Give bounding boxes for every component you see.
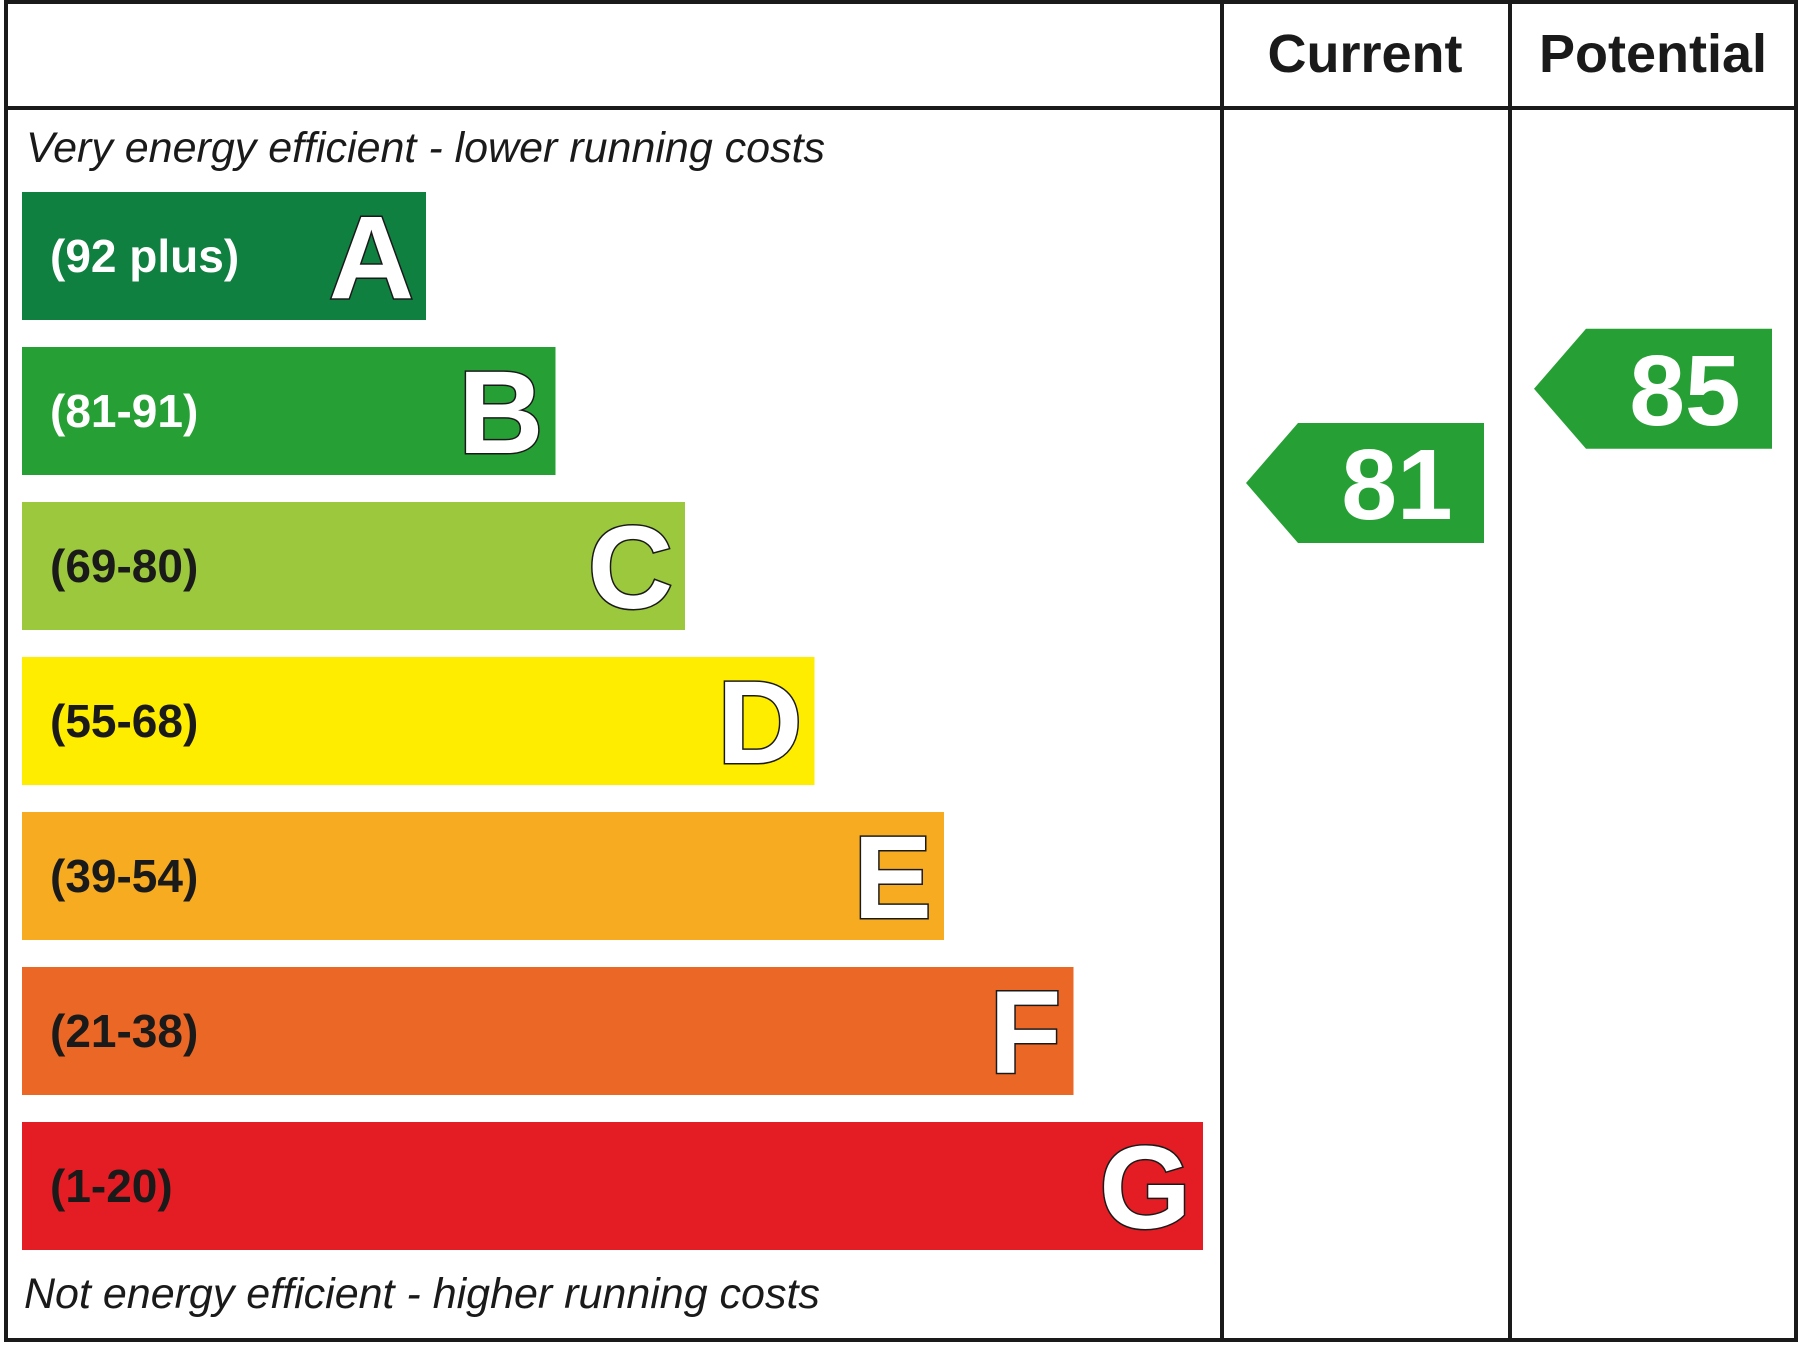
current-rating-marker-arrow [1246, 423, 1484, 543]
band-c-bar [22, 502, 685, 630]
band-g-bar [22, 1122, 1203, 1250]
band-e-letter: E [853, 812, 932, 944]
band-b-letter: B [458, 347, 543, 479]
potential-rating-marker-arrow [1534, 328, 1772, 449]
potential-column-header: Potential [1539, 24, 1767, 84]
band-g: (1-20) G [22, 1121, 1203, 1256]
outer-border [4, 0, 1798, 1342]
band-d-range: (55-68) [50, 695, 198, 747]
band-c: (69-80) C [22, 501, 685, 636]
band-e: (39-54) E [22, 811, 944, 946]
top-caption: Very energy efficient - lower running co… [26, 124, 825, 172]
band-d-bar [22, 657, 815, 785]
band-g-letter: G [1099, 1122, 1191, 1254]
band-a: (92 plus) A [22, 191, 426, 326]
band-a-letter: A [329, 192, 414, 324]
rating-markers: 81 85 [1246, 328, 1772, 543]
current-rating-marker-value: 81 [1341, 429, 1452, 541]
current-column-header: Current [1267, 24, 1462, 84]
potential-rating-marker-value: 85 [1629, 335, 1740, 447]
band-c-range: (69-80) [50, 540, 198, 592]
band-a-range: (92 plus) [50, 230, 239, 282]
bottom-caption: Not energy efficient - higher running co… [24, 1270, 820, 1318]
rating-bands: (92 plus) A (81-91) B (69-80) C (55-68) D (39-54… [22, 191, 1203, 1256]
band-b-bar [22, 347, 556, 475]
chart-frame [4, 0, 1798, 1342]
band-a-bar [22, 192, 426, 320]
band-f-range: (21-38) [50, 1005, 198, 1057]
band-d-letter: D [717, 657, 802, 789]
band-f-letter: F [989, 967, 1061, 1099]
band-d: (55-68) D [22, 656, 815, 791]
potential-rating-marker: 85 [1534, 328, 1772, 449]
band-e-range: (39-54) [50, 850, 198, 902]
band-b-range: (81-91) [50, 385, 198, 437]
current-rating-marker: 81 [1246, 423, 1484, 543]
band-f: (21-38) F [22, 966, 1074, 1101]
band-f-bar [22, 967, 1074, 1095]
band-b: (81-91) B [22, 346, 556, 481]
band-g-range: (1-20) [50, 1160, 173, 1212]
band-c-letter: C [588, 502, 673, 634]
band-e-bar [22, 812, 944, 940]
